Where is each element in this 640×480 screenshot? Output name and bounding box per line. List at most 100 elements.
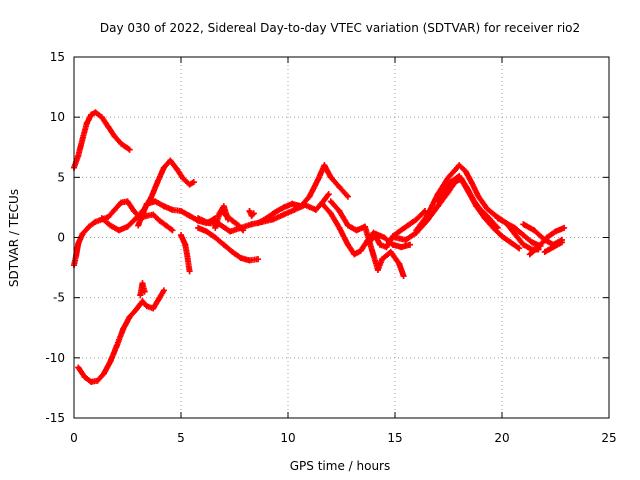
data-point	[520, 221, 527, 228]
data-point	[94, 377, 101, 384]
data-point	[462, 168, 469, 175]
data-point	[124, 223, 131, 230]
data-point	[312, 206, 319, 213]
data-point	[83, 120, 90, 127]
data-point	[178, 208, 184, 215]
data-point	[387, 248, 394, 255]
data-point	[246, 257, 253, 264]
data-point	[561, 224, 568, 231]
data-point	[135, 222, 142, 229]
series-arc-0900-1200	[255, 162, 351, 227]
data-point	[424, 212, 431, 219]
data-point	[169, 206, 176, 213]
data-point	[511, 230, 518, 237]
data-point	[543, 234, 550, 241]
data-point	[396, 228, 403, 235]
data-point	[272, 209, 279, 216]
data-point	[306, 193, 313, 200]
data-point	[186, 212, 193, 219]
data-point	[139, 280, 146, 287]
data-point	[85, 223, 92, 230]
data-point	[203, 228, 210, 235]
series-arc-0830-spike	[246, 208, 257, 219]
data-point	[212, 234, 219, 241]
data-point	[229, 217, 236, 224]
data-point	[552, 228, 559, 235]
data-point	[289, 200, 296, 207]
data-point	[351, 251, 358, 258]
data-point	[406, 241, 413, 248]
data-point	[404, 222, 411, 229]
data-point	[451, 167, 458, 174]
data-point	[379, 256, 386, 263]
data-point	[227, 228, 234, 235]
y-axis-label: SDTVAR / TECUs	[7, 189, 21, 287]
data-point	[220, 203, 227, 210]
x-axis-label: GPS time / hours	[290, 459, 391, 473]
data-point	[392, 234, 398, 241]
data-point	[186, 181, 193, 188]
data-point	[255, 256, 262, 263]
data-point	[160, 203, 167, 210]
data-point	[321, 162, 328, 169]
data-point	[528, 239, 535, 246]
data-point	[520, 232, 527, 239]
data-point	[327, 198, 334, 205]
data-point	[184, 253, 191, 260]
data-point	[325, 191, 332, 198]
data-point	[246, 208, 253, 215]
data-point	[107, 222, 114, 229]
data-point	[484, 205, 491, 212]
data-marker-path	[98, 157, 197, 234]
data-point	[503, 220, 510, 227]
data-point	[344, 222, 351, 229]
data-point	[180, 175, 187, 182]
data-point	[314, 176, 321, 183]
data-point	[319, 200, 326, 207]
data-point	[205, 220, 212, 227]
data-point	[98, 215, 105, 222]
x-tick-label: 10	[280, 431, 295, 445]
data-point	[220, 210, 227, 217]
data-point	[481, 215, 488, 222]
x-tick-label: 15	[387, 431, 402, 445]
data-point	[92, 218, 99, 225]
data-point	[413, 216, 420, 223]
x-tick-label: 5	[177, 431, 185, 445]
data-point	[516, 245, 523, 252]
data-point	[173, 165, 180, 172]
data-point	[362, 223, 369, 230]
data-marker-path	[71, 198, 176, 269]
data-point	[541, 248, 548, 255]
data-point	[133, 306, 140, 313]
data-point	[464, 187, 471, 194]
data-point	[372, 230, 379, 237]
data-point	[195, 224, 202, 231]
data-point	[389, 241, 396, 248]
data-point	[291, 206, 298, 213]
data-point	[447, 179, 454, 186]
series-arc-low-early	[75, 287, 167, 385]
data-point	[88, 378, 95, 385]
data-point	[111, 206, 118, 213]
data-point	[160, 164, 167, 171]
series-arc-0700-0800	[220, 210, 247, 234]
data-point	[280, 211, 287, 218]
data-point	[79, 230, 86, 237]
data-point	[507, 239, 514, 246]
data-point	[150, 305, 157, 312]
data-point	[178, 232, 184, 239]
data-point	[169, 227, 176, 234]
data-point	[229, 248, 236, 255]
data-point	[195, 215, 202, 222]
series-arc-2200-2300	[541, 239, 565, 255]
data-point	[111, 133, 118, 140]
data-point	[150, 211, 157, 218]
data-point	[143, 200, 150, 207]
series-arc-mid-morning	[98, 157, 197, 234]
data-point	[377, 241, 384, 248]
y-tick-label: 0	[57, 231, 65, 245]
data-point	[156, 294, 163, 301]
data-point	[133, 215, 140, 222]
data-point	[366, 239, 373, 246]
